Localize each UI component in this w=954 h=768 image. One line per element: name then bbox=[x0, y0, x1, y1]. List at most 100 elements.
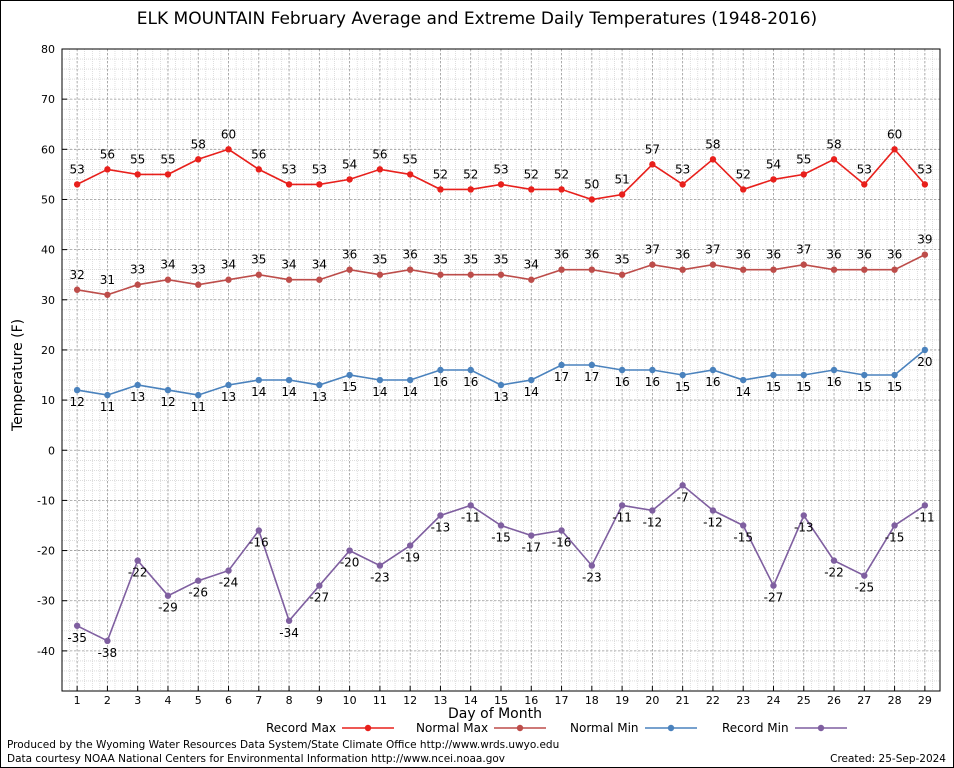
data-label: 14 bbox=[251, 385, 266, 399]
data-point bbox=[679, 266, 686, 273]
data-label: -27 bbox=[764, 591, 784, 605]
data-label: 50 bbox=[584, 177, 599, 191]
data-label: 35 bbox=[614, 253, 629, 267]
data-point bbox=[770, 582, 777, 589]
data-label: -11 bbox=[612, 510, 632, 524]
legend-label: Normal Max bbox=[416, 721, 489, 735]
x-tick-label: 6 bbox=[225, 694, 232, 707]
data-label: 12 bbox=[160, 395, 175, 409]
data-point bbox=[225, 146, 232, 153]
legend: Record Max Normal Max Normal Min Record Min bbox=[0, 721, 954, 739]
data-label: 60 bbox=[887, 127, 902, 141]
data-label: 35 bbox=[433, 253, 448, 267]
data-point bbox=[376, 562, 384, 569]
x-tick-label: 17 bbox=[555, 694, 569, 707]
y-axis-label: Temperature (F) bbox=[10, 318, 26, 431]
data-label: 56 bbox=[372, 147, 387, 161]
created-date: Created: 25-Sep-2024 bbox=[830, 753, 946, 765]
data-label: 53 bbox=[917, 162, 932, 176]
legend-item: Normal Min bbox=[570, 721, 697, 735]
data-point bbox=[800, 371, 807, 379]
y-tick-label: 10 bbox=[41, 394, 55, 407]
data-point bbox=[618, 366, 626, 374]
data-point bbox=[437, 186, 444, 193]
data-label: 52 bbox=[736, 167, 751, 181]
data-label: 16 bbox=[826, 375, 841, 389]
data-label: 11 bbox=[191, 400, 206, 414]
data-label: 15 bbox=[796, 380, 811, 394]
data-point bbox=[164, 592, 172, 599]
data-label: 53 bbox=[312, 162, 327, 176]
data-point bbox=[316, 276, 323, 283]
data-point bbox=[104, 166, 111, 173]
legend-swatch-marker bbox=[364, 724, 372, 732]
data-label: 36 bbox=[675, 248, 690, 262]
data-point bbox=[709, 156, 717, 163]
data-label: 15 bbox=[887, 380, 902, 394]
x-tick-label: 3 bbox=[134, 694, 141, 707]
data-label: 51 bbox=[614, 172, 629, 186]
data-point bbox=[770, 266, 777, 273]
data-point bbox=[164, 386, 172, 394]
data-point bbox=[497, 181, 505, 188]
data-label: -19 bbox=[400, 551, 420, 565]
y-tick-label: 50 bbox=[41, 193, 55, 206]
data-point bbox=[164, 171, 172, 178]
data-label: 37 bbox=[645, 243, 660, 257]
data-label: 52 bbox=[433, 167, 448, 181]
data-point bbox=[618, 502, 626, 509]
credit-line-2: Data courtesy NOAA National Centers for … bbox=[7, 753, 506, 765]
data-point bbox=[346, 176, 353, 183]
x-tick-label: 24 bbox=[766, 694, 780, 707]
legend-item: Record Max bbox=[266, 721, 395, 735]
data-point bbox=[346, 266, 353, 273]
y-tick-label: -30 bbox=[37, 595, 55, 608]
data-label: 14 bbox=[372, 385, 387, 399]
data-point bbox=[255, 527, 262, 534]
x-tick-label: 13 bbox=[433, 694, 447, 707]
data-point bbox=[558, 266, 565, 273]
y-tick-label: 70 bbox=[41, 93, 55, 106]
data-label: 16 bbox=[705, 375, 720, 389]
data-label: 56 bbox=[251, 147, 266, 161]
data-label: 36 bbox=[736, 248, 751, 262]
data-label: 36 bbox=[857, 248, 872, 262]
data-label: -17 bbox=[521, 541, 541, 555]
data-point bbox=[649, 507, 656, 514]
x-tick-label: 26 bbox=[827, 694, 841, 707]
data-point bbox=[134, 557, 141, 564]
data-point bbox=[346, 371, 353, 379]
data-label: -23 bbox=[582, 571, 602, 585]
legend-label: Normal Min bbox=[570, 721, 639, 735]
data-label: -29 bbox=[158, 601, 178, 615]
data-point bbox=[861, 572, 868, 579]
data-label: 35 bbox=[372, 253, 387, 267]
data-point bbox=[73, 386, 81, 394]
data-label: 35 bbox=[463, 253, 478, 267]
legend-swatch bbox=[644, 724, 697, 732]
data-label: 14 bbox=[524, 385, 539, 399]
y-tick-label: 20 bbox=[41, 344, 55, 357]
data-label: 34 bbox=[524, 258, 539, 272]
data-label: 55 bbox=[130, 152, 145, 166]
x-tick-label: 29 bbox=[918, 694, 932, 707]
x-tick-label: 22 bbox=[706, 694, 720, 707]
legend-label: Record Max bbox=[266, 721, 337, 735]
y-tick-label: -20 bbox=[37, 545, 55, 558]
data-point bbox=[830, 557, 838, 564]
data-label: 52 bbox=[554, 167, 569, 181]
data-point bbox=[558, 361, 565, 369]
data-label: 53 bbox=[69, 162, 84, 176]
data-point bbox=[255, 166, 262, 173]
y-tick-label: 80 bbox=[41, 43, 55, 56]
data-label: 36 bbox=[887, 248, 902, 262]
data-point bbox=[104, 291, 111, 298]
x-tick-label: 15 bbox=[494, 694, 508, 707]
data-point bbox=[467, 366, 474, 374]
data-point bbox=[255, 271, 262, 278]
data-label: 13 bbox=[221, 390, 236, 404]
data-label: 56 bbox=[100, 147, 115, 161]
legend-swatch bbox=[794, 724, 847, 732]
data-label: 55 bbox=[160, 152, 175, 166]
data-point bbox=[406, 542, 414, 549]
